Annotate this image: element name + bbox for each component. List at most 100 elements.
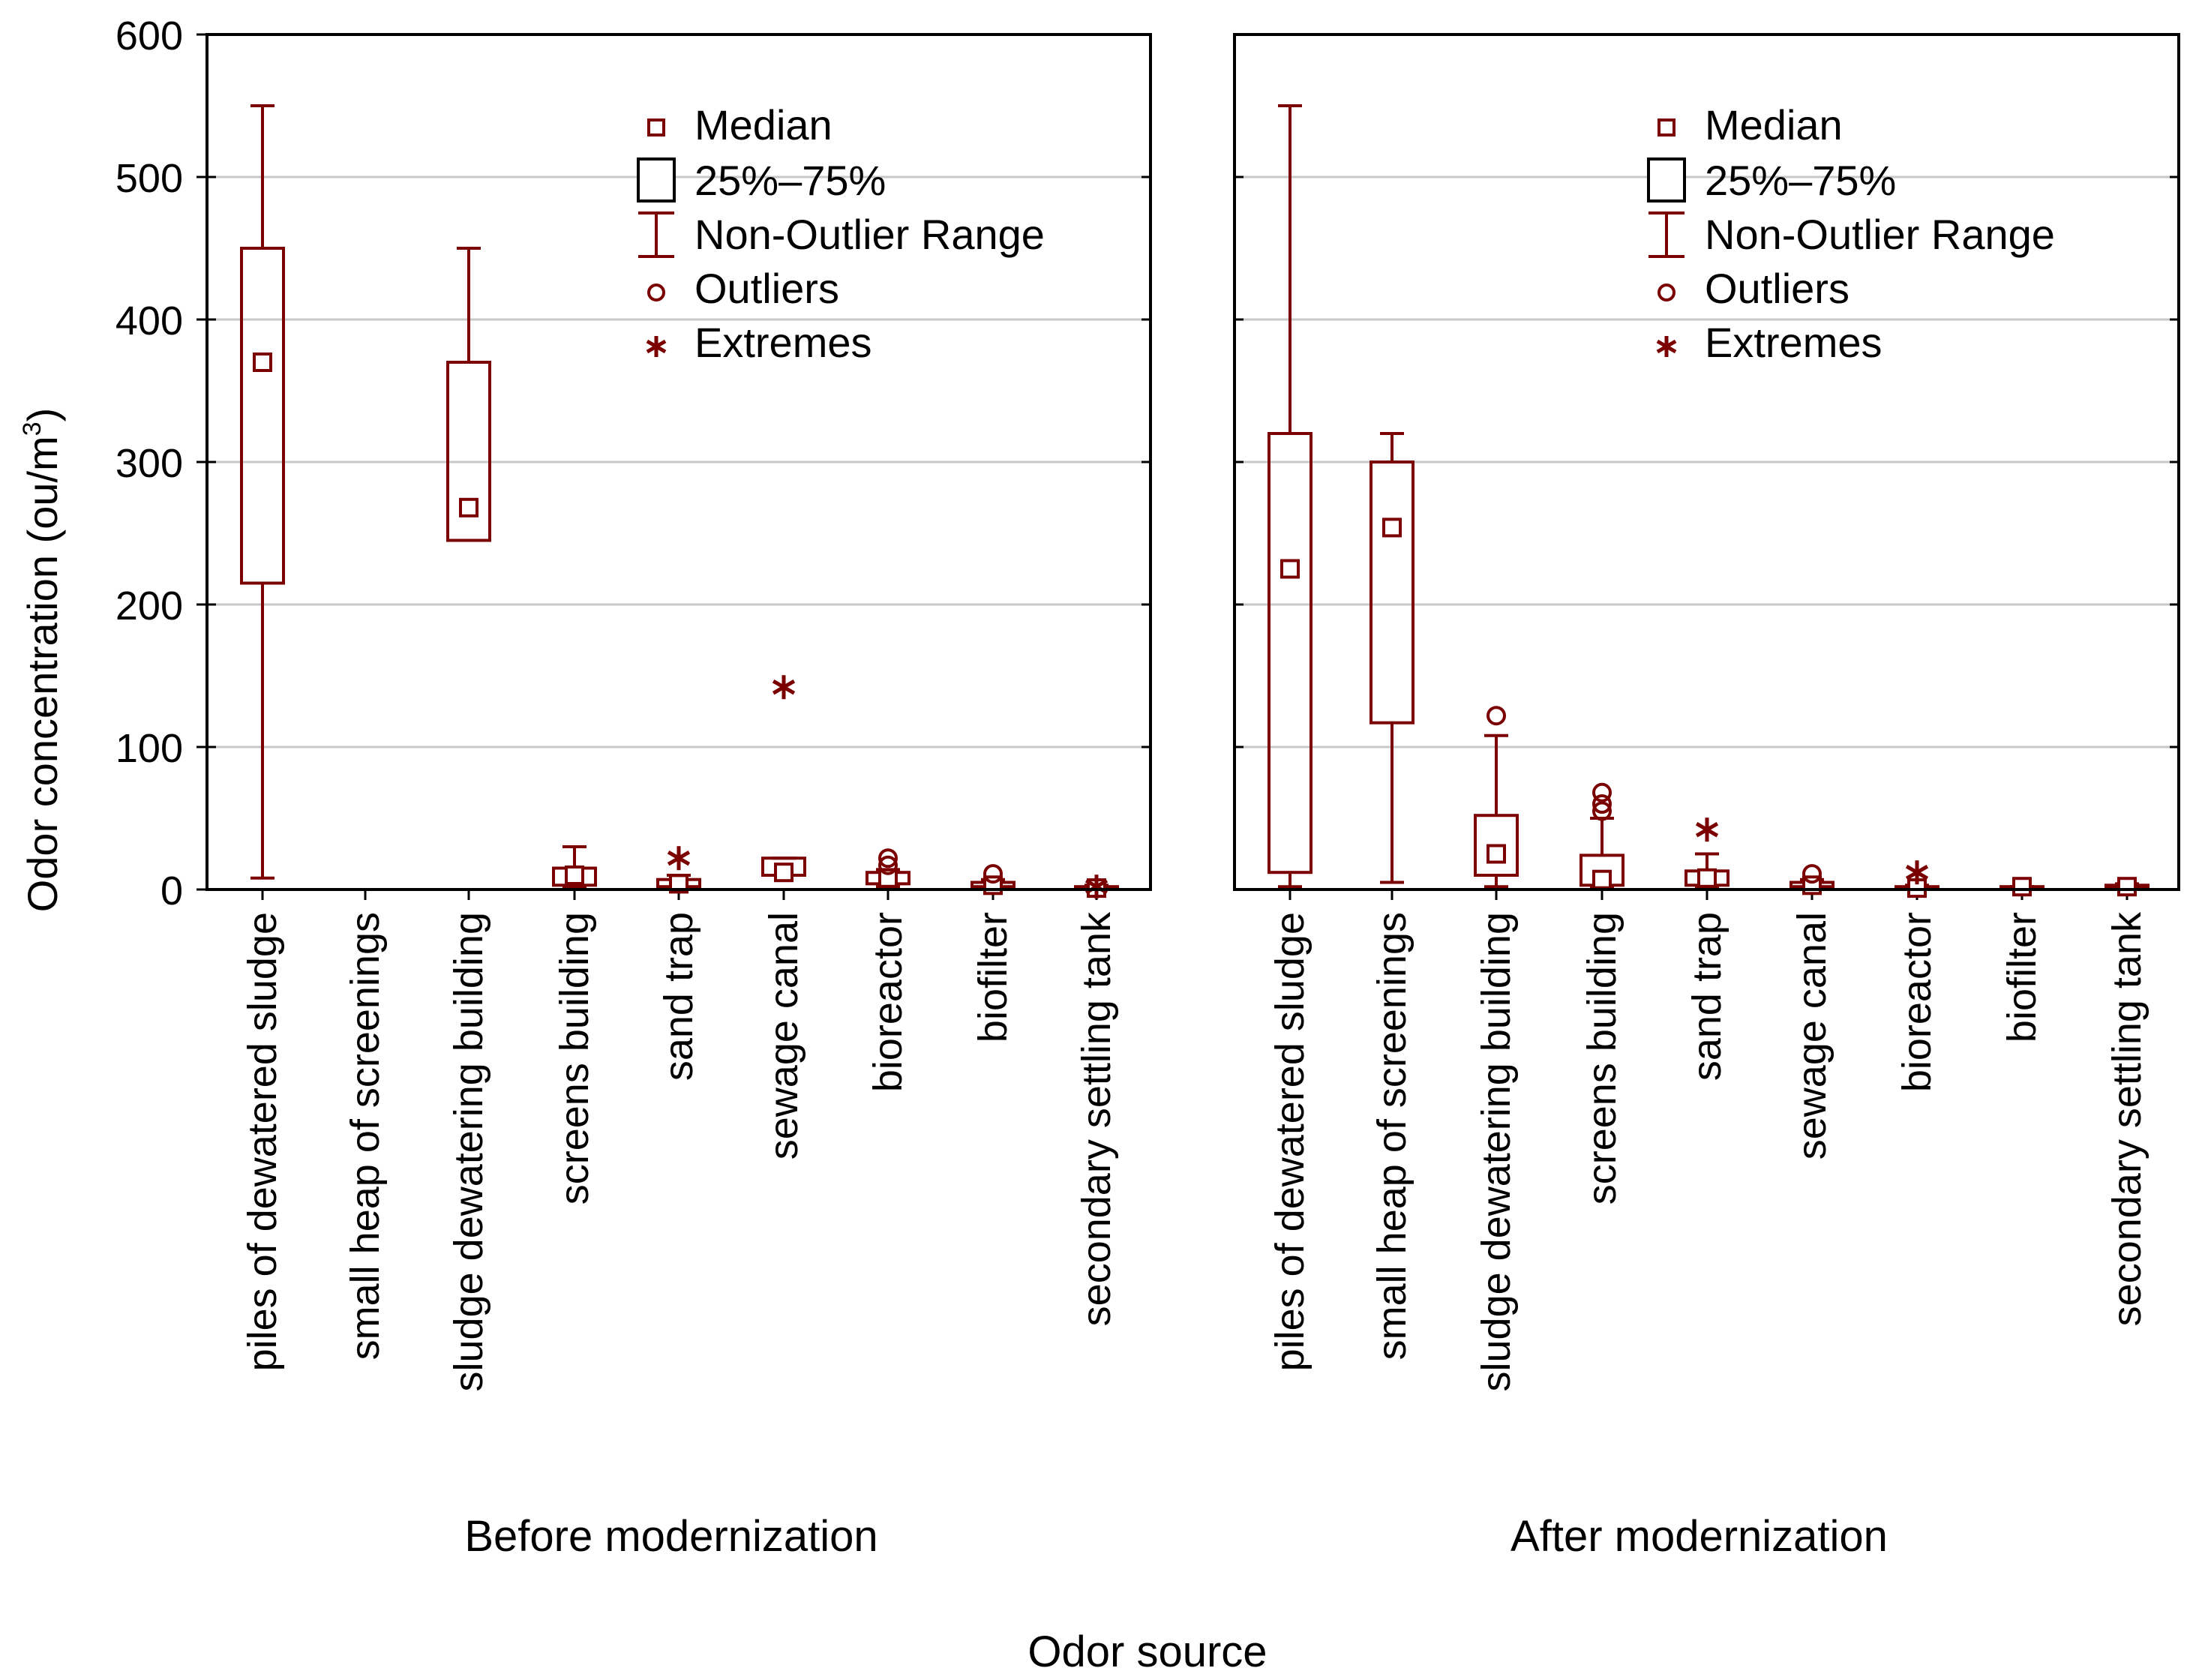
x-tick-label: sewage canal bbox=[761, 912, 806, 1160]
panel-after: piles of dewatered sludge small heap of s… bbox=[1233, 33, 2180, 1561]
legend-extreme-icon bbox=[1656, 336, 1677, 357]
x-tick-label: secondary settling tank bbox=[2104, 911, 2150, 1326]
x-tick-label: secondary settling tank bbox=[1074, 911, 1119, 1326]
legend-outlier-icon bbox=[1658, 284, 1676, 302]
median-marker bbox=[1697, 868, 1717, 888]
panel-before: piles of dewatered sludge small heap of s… bbox=[206, 33, 1152, 1561]
legend-entry: Extremes bbox=[694, 319, 872, 366]
legend-entry: Outliers bbox=[694, 265, 839, 312]
iqr-box bbox=[1268, 432, 1312, 874]
iqr-box bbox=[1370, 460, 1414, 724]
legend: Median 25%–75% Non-Outlier Range Outliers Ex… bbox=[1647, 101, 2055, 366]
y-tick-label: 200 bbox=[116, 584, 183, 628]
y-axis-label-close: ) bbox=[19, 408, 66, 422]
outlier-point bbox=[878, 855, 898, 875]
legend-entry: Outliers bbox=[1705, 265, 1850, 312]
median-marker bbox=[253, 352, 272, 372]
box-7 bbox=[866, 848, 910, 889]
box-3 bbox=[446, 247, 491, 542]
extreme-point-stroke bbox=[1905, 865, 1929, 880]
legend-entry: Median bbox=[694, 101, 832, 148]
median-marker bbox=[2117, 877, 2137, 897]
x-tick-label: piles of dewatered sludge bbox=[1268, 912, 1312, 1371]
median-marker bbox=[1486, 844, 1506, 864]
x-tick-label: bioreactor bbox=[866, 912, 910, 1092]
box-2 bbox=[1370, 432, 1414, 884]
x-tick-label: biofilter bbox=[970, 912, 1016, 1042]
extreme-point bbox=[1905, 860, 1929, 885]
legend-extreme-icon bbox=[646, 336, 667, 357]
y-axis-label-text: Odor concentration (ou/m bbox=[19, 436, 66, 912]
x-tick-label: sand trap bbox=[656, 912, 701, 1081]
x-tick-label: sand trap bbox=[1684, 912, 1730, 1081]
legend-entry: 25%–75% bbox=[1705, 157, 1896, 204]
legend-extreme-icon-stroke bbox=[646, 339, 667, 354]
box-1 bbox=[1268, 104, 1312, 889]
x-tick-label: bioreactor bbox=[1894, 912, 1940, 1092]
outlier-point bbox=[1592, 782, 1612, 802]
legend-entry: Non-Outlier Range bbox=[1705, 211, 2055, 258]
y-tick-label: 400 bbox=[116, 298, 183, 344]
y-tick-label: 100 bbox=[116, 726, 183, 771]
legend-median-icon bbox=[647, 118, 665, 136]
outlier-point bbox=[1592, 801, 1612, 821]
outlier-point bbox=[1592, 794, 1612, 814]
median-marker bbox=[774, 862, 794, 883]
box-5 bbox=[1684, 818, 1730, 890]
plot-frame bbox=[1233, 33, 2180, 891]
median-marker bbox=[2012, 877, 2032, 897]
chart-panels: piles of dewatered sludge small heap of s… bbox=[206, 33, 2180, 1561]
legend-outlier-icon bbox=[647, 284, 665, 302]
extreme-point-stroke bbox=[772, 680, 796, 695]
x-tick-label: small heap of screenings bbox=[1370, 912, 1414, 1360]
legend-box-icon bbox=[637, 158, 676, 202]
outlier-point bbox=[1802, 864, 1822, 884]
median-marker bbox=[1592, 869, 1612, 890]
legend: Median 25%–75% Non-Outlier Range Outliers Ex… bbox=[637, 101, 1045, 366]
extreme-point bbox=[1695, 818, 1719, 842]
legend-median-icon bbox=[1658, 118, 1676, 136]
panel-label: After modernization bbox=[1510, 1512, 1888, 1561]
x-tick-label: sludge dewatering building bbox=[1474, 912, 1519, 1391]
y-tick-label: 600 bbox=[116, 14, 183, 58]
legend-entry: Median bbox=[1705, 101, 1843, 148]
x-tick-label: sludge dewatering building bbox=[446, 912, 491, 1391]
box-6 bbox=[761, 675, 806, 883]
iqr-box bbox=[240, 247, 285, 585]
panel-label: Before modernization bbox=[464, 1512, 878, 1561]
legend-entry: Extremes bbox=[1705, 319, 1882, 366]
y-axis-label-superscript: 3 bbox=[18, 422, 46, 436]
iqr-box bbox=[1474, 814, 1519, 877]
iqr-box bbox=[446, 361, 491, 542]
y-tick-label: 0 bbox=[160, 868, 183, 914]
x-tick-label: screens building bbox=[552, 912, 597, 1204]
outlier-point bbox=[1486, 706, 1506, 726]
y-axis-label: Odor concentration (ou/m3) bbox=[18, 408, 66, 913]
box-4 bbox=[552, 845, 597, 889]
x-tick-label: sewage canal bbox=[1790, 912, 1834, 1160]
x-tick-label: biofilter bbox=[2000, 912, 2044, 1042]
legend-extreme-icon-stroke bbox=[1656, 339, 1677, 354]
legend-entry: Non-Outlier Range bbox=[694, 211, 1045, 258]
box-1 bbox=[240, 104, 285, 880]
box-5 bbox=[656, 846, 701, 894]
median-marker bbox=[1382, 518, 1402, 538]
legend-entry: 25%–75% bbox=[694, 157, 886, 204]
outlier-point bbox=[878, 848, 898, 868]
y-tick-label: 500 bbox=[116, 156, 183, 201]
y-axis: 0 100 200 300 400 500 600 bbox=[116, 14, 207, 914]
x-tick-label: small heap of screenings bbox=[343, 912, 388, 1360]
outlier-point bbox=[983, 864, 1003, 884]
box-3 bbox=[1474, 706, 1519, 889]
extreme-point-stroke bbox=[1695, 822, 1719, 838]
median-marker bbox=[669, 874, 688, 894]
median-marker bbox=[565, 866, 584, 885]
median-marker bbox=[459, 497, 478, 518]
extreme-point bbox=[667, 846, 691, 871]
legend-box-icon bbox=[1647, 158, 1686, 202]
x-tick-label: piles of dewatered sludge bbox=[240, 912, 285, 1371]
median-marker bbox=[1280, 559, 1300, 579]
x-axis-label: Odor source bbox=[1028, 1628, 1267, 1676]
y-tick-label: 300 bbox=[116, 441, 183, 486]
